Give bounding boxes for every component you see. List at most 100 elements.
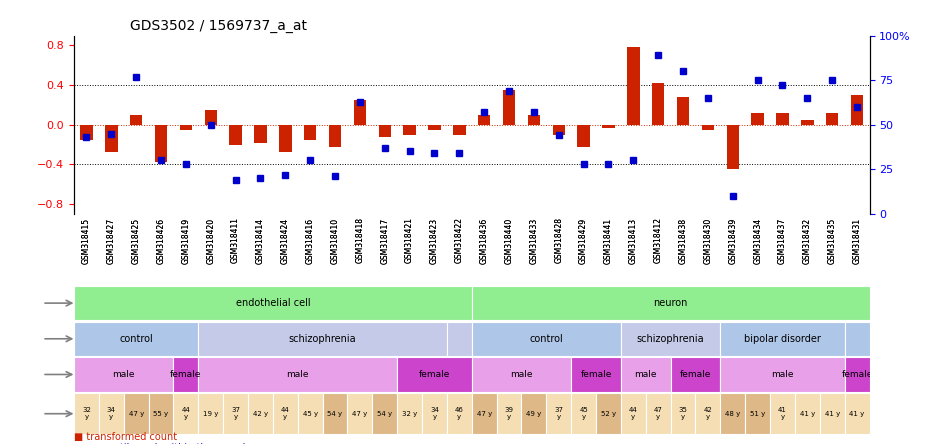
Text: GSM318412: GSM318412 [654,218,662,263]
Bar [353,100,366,125]
Bar [453,125,465,135]
Bar [328,125,341,147]
Bar [397,393,422,434]
Bar [74,357,174,392]
Bar [696,393,721,434]
Text: GSM318439: GSM318439 [728,218,737,264]
Text: GSM318434: GSM318434 [753,218,762,264]
Bar [646,393,671,434]
Bar [627,48,639,125]
Bar [422,393,447,434]
Text: 55 y: 55 y [154,411,168,417]
Bar [99,393,124,434]
Bar [527,115,540,125]
Text: GSM318435: GSM318435 [828,218,837,264]
Text: GSM318415: GSM318415 [82,218,91,264]
Text: 47
y: 47 y [654,407,662,420]
Text: 44
y: 44 y [181,407,191,420]
Text: GSM318441: GSM318441 [604,218,613,264]
Bar [652,83,664,125]
Bar [845,321,869,356]
Text: 32 y: 32 y [402,411,417,417]
Text: 47 y: 47 y [129,411,143,417]
Bar [795,393,820,434]
Bar [497,393,522,434]
Text: 35
y: 35 y [679,407,687,420]
Bar [572,357,621,392]
Text: 45
y: 45 y [579,407,588,420]
Bar [130,115,142,125]
Text: GSM318423: GSM318423 [430,218,439,264]
Bar [820,393,845,434]
Bar [323,393,348,434]
Bar [304,125,316,139]
Text: GSM318425: GSM318425 [131,218,141,264]
Text: 34
y: 34 y [430,407,438,420]
Text: GSM318421: GSM318421 [405,218,414,263]
Text: GSM318429: GSM318429 [579,218,588,264]
Text: male: male [635,370,657,379]
Text: GSM318424: GSM318424 [281,218,290,264]
Text: 44
y: 44 y [281,407,290,420]
Bar [770,393,795,434]
Bar [621,357,671,392]
Text: GSM318429: GSM318429 [579,218,588,264]
Text: GSM318425: GSM318425 [131,218,141,264]
Text: 45 y: 45 y [302,411,317,417]
Text: GSM318419: GSM318419 [181,218,191,264]
Text: GSM318438: GSM318438 [679,218,687,264]
Text: GSM318431: GSM318431 [853,218,861,264]
Text: GSM318438: GSM318438 [679,218,687,264]
Bar [552,125,565,135]
Text: ■ transformed count: ■ transformed count [74,432,177,442]
Bar [671,393,696,434]
Text: male: male [771,370,794,379]
Bar [204,110,217,125]
Text: GSM318426: GSM318426 [156,218,166,264]
Bar [621,393,646,434]
Text: 39
y: 39 y [504,407,513,420]
Bar [428,125,440,130]
Text: GSM318428: GSM318428 [554,218,563,263]
Text: GSM318427: GSM318427 [106,218,116,264]
Text: male: male [511,370,533,379]
Text: GSM318411: GSM318411 [231,218,240,263]
Bar [198,321,447,356]
Text: GSM318417: GSM318417 [380,218,389,264]
Text: 37
y: 37 y [231,407,240,420]
Text: female: female [170,370,202,379]
Text: 41 y: 41 y [800,411,815,417]
Text: control: control [529,334,563,344]
Bar [472,286,870,320]
Text: GSM318419: GSM318419 [181,218,191,264]
Text: GSM318417: GSM318417 [380,218,389,264]
Bar [248,393,273,434]
Bar [223,393,248,434]
Text: GSM318418: GSM318418 [355,218,364,263]
Text: GSM318440: GSM318440 [504,218,513,264]
Bar [845,357,869,392]
Text: GSM318441: GSM318441 [604,218,613,264]
Text: 46
y: 46 y [455,407,463,420]
Bar [721,393,746,434]
Text: GSM318439: GSM318439 [728,218,737,264]
Text: 32
y: 32 y [82,407,91,420]
Bar [74,286,472,320]
Text: female: female [419,370,450,379]
Bar [154,125,167,163]
Text: GSM318411: GSM318411 [231,218,240,263]
Text: 41
y: 41 y [778,407,787,420]
Text: female: female [842,370,873,379]
Text: bipolar disorder: bipolar disorder [744,334,820,344]
Text: GSM318422: GSM318422 [455,218,463,263]
Text: neuron: neuron [653,298,688,308]
Text: GSM318421: GSM318421 [405,218,414,263]
Text: control: control [119,334,153,344]
Text: GSM318413: GSM318413 [629,218,638,264]
Bar [547,393,572,434]
Text: GSM318437: GSM318437 [778,218,787,264]
Text: 42
y: 42 y [704,407,712,420]
Text: 41 y: 41 y [824,411,840,417]
Bar [577,125,590,147]
Bar [447,393,472,434]
